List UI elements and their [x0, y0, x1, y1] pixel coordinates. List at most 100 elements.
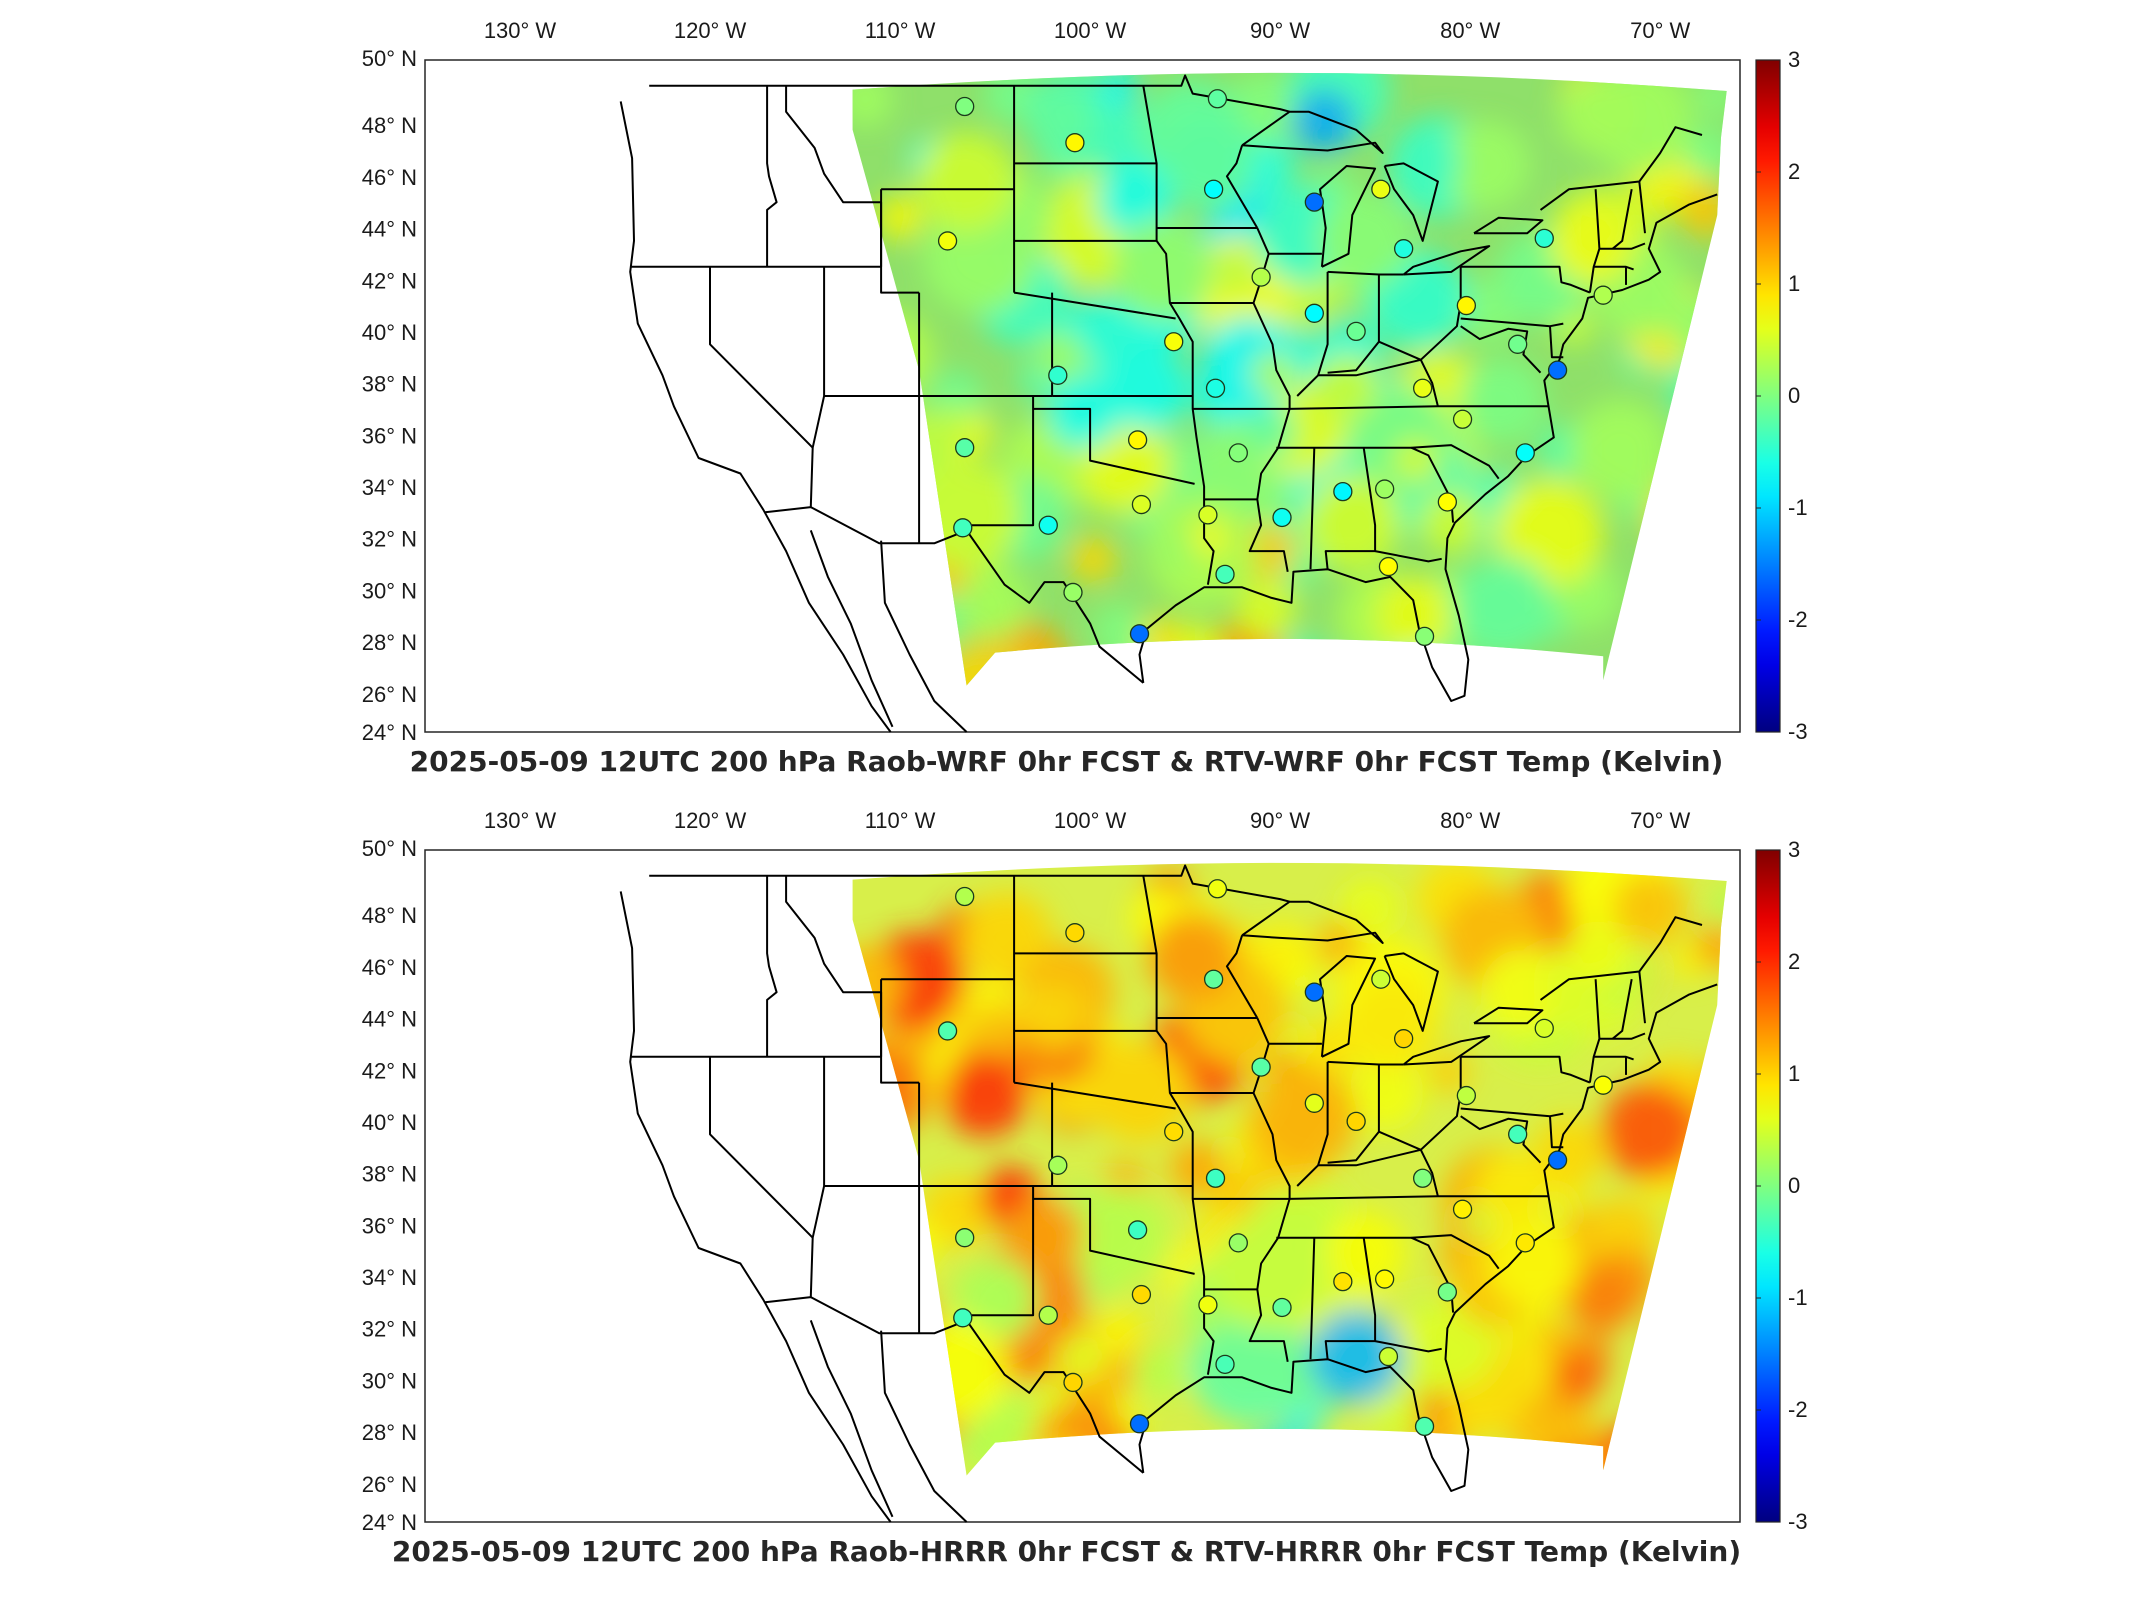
state-border [1327, 1060, 1380, 1164]
station-marker [1207, 879, 1228, 899]
latitude-label: 32° N [362, 1317, 417, 1342]
latitude-label: 34° N [362, 1265, 417, 1290]
latitude-label: 26° N [362, 682, 417, 707]
coastline [765, 1296, 1144, 1474]
latitude-label: 42° N [362, 268, 417, 293]
station-marker [1346, 1111, 1366, 1132]
state-border [785, 875, 883, 1057]
station-marker [1374, 1269, 1395, 1289]
coastline [809, 530, 894, 728]
colorbar-tick-label: 3 [1788, 837, 1800, 862]
longitude-label: 70° W [1630, 808, 1690, 833]
station-marker [1515, 1233, 1535, 1253]
latitude-label: 40° N [362, 320, 417, 345]
state-border [1588, 979, 1601, 1083]
state-border [1378, 266, 1462, 361]
latitude-label: 48° N [362, 113, 417, 138]
state-border [1612, 189, 1633, 250]
station-marker [1048, 365, 1068, 385]
station-marker [1374, 479, 1395, 499]
latitude-label: 38° N [362, 1162, 417, 1187]
state-border [809, 1056, 826, 1298]
longitude-label: 90° W [1250, 18, 1310, 43]
station-marker [1378, 1346, 1399, 1367]
station-marker [1414, 1416, 1435, 1437]
coastline [649, 864, 1290, 903]
station-marker [1251, 1057, 1271, 1077]
station-marker [1203, 969, 1224, 989]
state-border [1309, 447, 1316, 570]
latitude-label: 26° N [362, 1472, 417, 1497]
colorbar-tick-label: -2 [1788, 1397, 1808, 1422]
state-border [1374, 1340, 1442, 1353]
longitude-label: 120° W [674, 808, 747, 833]
station-marker [1371, 179, 1391, 199]
station-marker [1534, 1018, 1554, 1038]
longitude-label: 130° W [484, 18, 557, 43]
state-border [1460, 1115, 1542, 1164]
station-marker [1065, 923, 1085, 943]
state-border [1014, 239, 1215, 585]
colorbar-tick-label: 1 [1788, 271, 1800, 296]
station-marker [937, 1021, 958, 1041]
state-border [1296, 1061, 1329, 1187]
coastline [809, 1320, 894, 1518]
great-lake-outline [1319, 955, 1377, 1058]
station-marker [1203, 179, 1224, 199]
map-panel-hrrr: 130° W 120° W 110° W 100° W 90° W 80° W 70° W 5… [0, 790, 2133, 1600]
state-border [966, 1186, 1035, 1317]
latitude-label: 24° N [362, 720, 417, 745]
map-plot-hrrr: 130° W 120° W 110° W 100° W 90° W 80° W 70° W 5… [362, 808, 1808, 1535]
longitude-label: 80° W [1440, 808, 1500, 833]
station-marker [1129, 1414, 1150, 1434]
colorbar-tick-label: 3 [1788, 47, 1800, 72]
state-border [1599, 242, 1646, 250]
station-marker [1228, 443, 1248, 463]
state-border [1612, 979, 1633, 1040]
latitude-label: 34° N [362, 475, 417, 500]
great-lake-outline [1402, 245, 1491, 276]
station-marker [1414, 626, 1435, 647]
station-marker [1129, 624, 1150, 644]
longitude-label: 70° W [1630, 18, 1690, 43]
latitude-label: 28° N [362, 1420, 417, 1445]
station-marker [1304, 1093, 1324, 1113]
colorbar-tick-label: 2 [1788, 949, 1800, 974]
station-marker [955, 438, 975, 458]
great-lake-outline [1383, 162, 1439, 242]
station-marker [1508, 334, 1528, 354]
coastline [649, 74, 1290, 113]
state-border [966, 396, 1035, 527]
latitude-label: 44° N [362, 1007, 417, 1032]
great-lake-outline [1319, 165, 1377, 268]
station-marker [1346, 321, 1366, 342]
station-marker [937, 231, 958, 251]
state-border [1593, 265, 1634, 271]
station-marker [1205, 1168, 1226, 1188]
station-marker [1452, 409, 1473, 429]
state-border [1378, 1056, 1462, 1151]
station-marker [1304, 303, 1324, 323]
station-marker [1413, 378, 1433, 398]
state-border [709, 266, 814, 449]
latitude-label: 44° N [362, 217, 417, 242]
latitude-label: 30° N [362, 1368, 417, 1393]
state-border [1539, 916, 1703, 1001]
state-border [1225, 934, 1259, 1019]
station-marker [1048, 1155, 1068, 1175]
coastline [880, 1330, 968, 1523]
great-lake-outline [1473, 1006, 1544, 1025]
latitude-label: 36° N [362, 423, 417, 448]
state-border [1014, 1029, 1215, 1375]
state-border [1460, 1107, 1564, 1118]
station-marker [1038, 515, 1058, 535]
station-marker [1456, 295, 1477, 316]
longitude-label: 100° W [1054, 808, 1127, 833]
longitude-label: 130° W [484, 808, 557, 833]
panel-title-wrf: 2025-05-09 12UTC 200 hPa Raob-WRF 0hr FC… [409, 745, 1724, 778]
station-marker [1508, 1124, 1528, 1144]
state-border [1549, 1116, 1564, 1149]
latitude-label: 38° N [362, 372, 417, 397]
coastline [765, 506, 1144, 684]
state-border [1599, 1032, 1646, 1040]
